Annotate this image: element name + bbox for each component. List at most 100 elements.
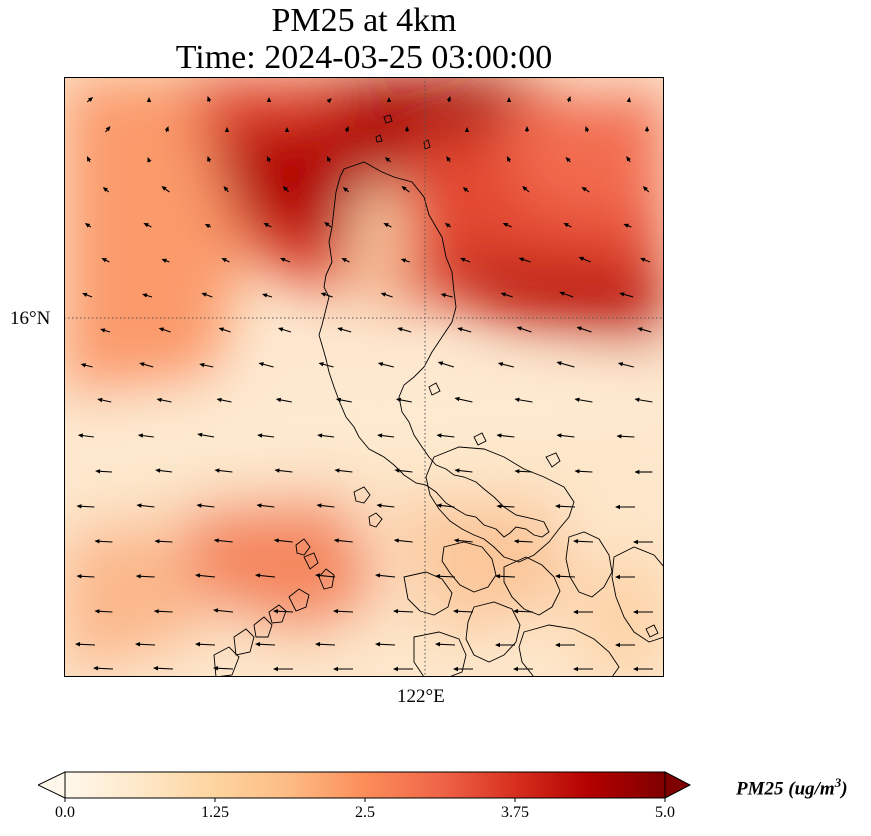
wind-arrow xyxy=(518,257,531,263)
wind-arrow xyxy=(395,397,412,403)
wind-arrow xyxy=(105,126,111,133)
wind-arrow xyxy=(135,574,155,579)
wind-arrow xyxy=(393,609,414,614)
wind-arrow xyxy=(573,666,593,672)
wind-arrow xyxy=(446,156,451,163)
wind-arrow xyxy=(436,503,455,508)
wind-arrow xyxy=(201,292,213,298)
wind-arrow xyxy=(500,292,513,298)
coastline-southern-island xyxy=(213,646,240,677)
wind-arrow xyxy=(496,433,515,438)
wind-arrow xyxy=(634,397,653,403)
wind-arrow xyxy=(514,397,533,403)
wind-arrow xyxy=(576,326,592,333)
wind-arrow xyxy=(633,666,653,672)
coastline-southern-island xyxy=(565,531,613,598)
colorbar-extend-high xyxy=(664,771,692,799)
wind-arrow xyxy=(522,186,530,193)
wind-arrow xyxy=(634,469,653,475)
wind-arrow xyxy=(435,642,456,647)
wind-arrow xyxy=(139,362,154,368)
wind-arrow xyxy=(437,361,454,368)
wind-arrow xyxy=(453,609,474,614)
wind-arrow xyxy=(153,609,173,614)
wind-arrow xyxy=(397,327,412,333)
wind-arrow xyxy=(273,666,293,672)
coastline-southern-island xyxy=(545,452,561,468)
wind-arrow xyxy=(617,362,634,368)
wind-arrow xyxy=(454,396,473,403)
wind-arrow xyxy=(263,223,272,228)
wind-arrow xyxy=(199,362,214,368)
wind-arrow xyxy=(255,573,276,578)
coastline-southern-island xyxy=(645,624,659,638)
wind-arrow xyxy=(375,642,396,647)
wind-arrow xyxy=(377,362,394,368)
wind-arrow xyxy=(317,433,335,438)
wind-arrow xyxy=(555,642,575,648)
coastline-islet-north xyxy=(423,139,431,150)
wind-arrow xyxy=(337,327,352,333)
coastline-southern-island xyxy=(413,631,467,677)
coastline-southern-island xyxy=(465,601,521,663)
wind-arrow xyxy=(196,503,215,508)
wind-arrow xyxy=(100,328,111,333)
wind-arrow xyxy=(555,504,576,509)
wind-arrow xyxy=(453,666,473,672)
wind-arrow xyxy=(563,223,572,228)
wind-arrow xyxy=(147,157,152,163)
wind-arrow xyxy=(255,642,276,647)
wind-arrow xyxy=(93,666,114,671)
map-title: PM25 at 4km xyxy=(271,2,457,39)
wind-arrow xyxy=(435,574,456,579)
coastline-southern-island xyxy=(403,571,453,616)
wind-arrow xyxy=(195,573,216,578)
colorbar-extend-low xyxy=(38,771,66,799)
wind-arrow xyxy=(135,642,156,647)
wind-arrow xyxy=(514,469,533,474)
wind-arrow xyxy=(633,609,653,615)
wind-arrow xyxy=(155,468,173,473)
wind-arrow xyxy=(207,96,212,103)
coastline-southern-island xyxy=(318,568,335,590)
wind-vector-layer xyxy=(75,96,653,672)
wind-arrow xyxy=(213,608,234,613)
wind-arrow xyxy=(344,126,349,133)
wind-arrow xyxy=(256,503,275,508)
wind-arrow xyxy=(404,126,410,132)
wind-arrow xyxy=(556,433,575,438)
wind-arrow xyxy=(386,97,392,102)
coastline-southern-island xyxy=(233,628,255,656)
wind-arrow xyxy=(446,96,451,103)
wind-arrow xyxy=(566,96,571,103)
wind-arrow xyxy=(277,327,292,333)
wind-arrow xyxy=(76,504,95,509)
wind-arrow xyxy=(333,666,353,672)
wind-arrow xyxy=(161,186,170,193)
wind-arrow xyxy=(376,503,395,508)
colorbar-gradient xyxy=(64,771,666,799)
wind-arrow xyxy=(137,433,154,438)
wind-arrow xyxy=(457,327,472,333)
wind-arrow xyxy=(574,397,593,403)
colorbar xyxy=(38,771,692,802)
coastline-layer xyxy=(213,114,664,677)
wind-arrow xyxy=(460,257,471,263)
wind-arrow xyxy=(400,258,410,263)
wind-arrow xyxy=(213,666,234,671)
coastline-southern-island xyxy=(295,538,311,556)
map-panel xyxy=(64,77,664,677)
wind-arrow xyxy=(75,642,96,647)
wind-arrow xyxy=(454,468,473,473)
wind-arrow xyxy=(626,97,631,103)
wind-arrow xyxy=(266,156,272,163)
wind-arrow xyxy=(393,538,413,543)
wind-arrow xyxy=(224,127,230,132)
wind-arrow xyxy=(573,609,593,615)
wind-arrow xyxy=(642,186,650,193)
wind-arrow xyxy=(573,539,594,544)
colorbar-tick-label: 3.75 xyxy=(501,804,529,821)
colorbar-tick-label: 2.5 xyxy=(355,804,375,821)
wind-arrow xyxy=(565,157,571,163)
wind-arrow xyxy=(516,326,532,333)
